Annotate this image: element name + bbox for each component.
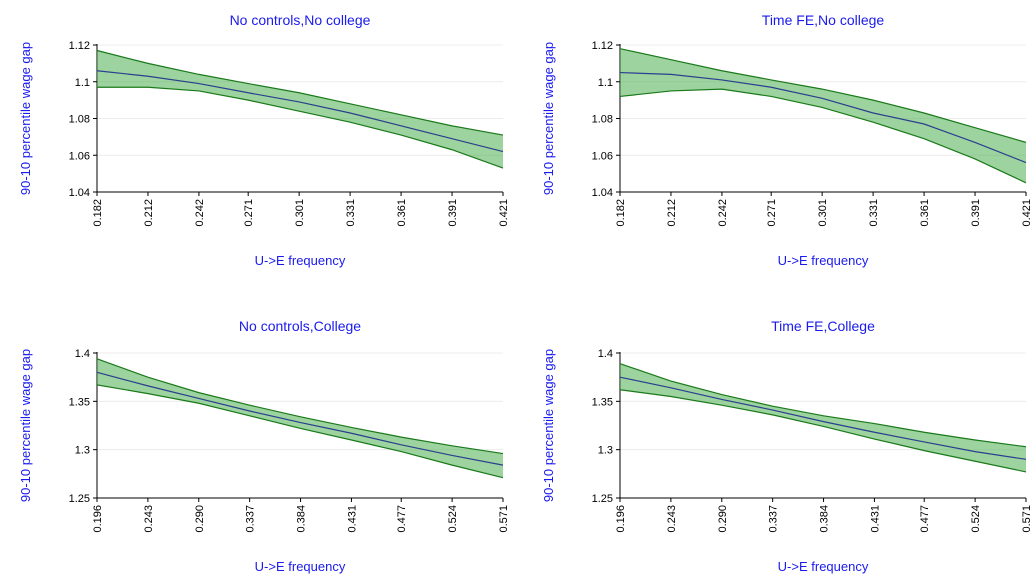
y-axis-title: 90-10 percentile wage gap bbox=[541, 349, 556, 502]
panel-title: No controls,College bbox=[239, 318, 361, 334]
x-tick-label: 0.391 bbox=[447, 199, 459, 227]
x-tick-label: 0.212 bbox=[666, 199, 678, 227]
x-tick-label: 0.331 bbox=[345, 199, 357, 227]
x-tick-label: 0.337 bbox=[245, 505, 257, 533]
y-tick-label: 1.25 bbox=[592, 493, 613, 505]
x-tick-label: 0.571 bbox=[498, 505, 510, 533]
x-tick-label: 0.384 bbox=[819, 505, 831, 533]
confidence-band bbox=[620, 48, 1026, 183]
x-tick-label: 0.421 bbox=[1021, 199, 1033, 227]
x-tick-label: 0.361 bbox=[919, 199, 931, 227]
y-tick-label: 1.06 bbox=[592, 150, 613, 162]
x-tick-label: 0.571 bbox=[1021, 505, 1033, 533]
band-lower-edge bbox=[619, 88, 1027, 184]
band-lower-edge bbox=[96, 384, 504, 479]
x-tick-label: 0.301 bbox=[817, 199, 829, 227]
estimate-line bbox=[96, 70, 504, 153]
x-tick-label: 0.301 bbox=[294, 199, 306, 227]
y-tick-label: 1.4 bbox=[598, 348, 613, 360]
panel: Time FE,College U->E frequency 90-10 perce… bbox=[541, 318, 1033, 574]
y-tick-label: 1.12 bbox=[592, 40, 613, 52]
y-tick-label: 1.04 bbox=[69, 187, 90, 199]
panel-title: Time FE,No college bbox=[762, 12, 885, 28]
x-tick-label: 0.290 bbox=[717, 505, 729, 533]
x-tick-label: 0.337 bbox=[768, 505, 780, 533]
x-tick-label: 0.361 bbox=[396, 199, 408, 227]
y-tick-label: 1.1 bbox=[598, 77, 613, 89]
x-tick-label: 0.196 bbox=[92, 505, 104, 533]
band-upper-edge bbox=[619, 363, 1027, 448]
y-tick-label: 1.4 bbox=[75, 348, 90, 360]
y-axis-title: 90-10 percentile wage gap bbox=[18, 42, 33, 195]
x-tick-label: 0.242 bbox=[194, 199, 206, 227]
y-tick-label: 1.12 bbox=[69, 40, 90, 52]
y-tick-label: 1.3 bbox=[598, 445, 613, 457]
y-tick-label: 1.08 bbox=[592, 114, 613, 126]
panel: No controls,No college U->E frequency 90-1… bbox=[18, 12, 510, 268]
panel-title: Time FE,College bbox=[771, 318, 875, 334]
y-tick-label: 1.25 bbox=[69, 493, 90, 505]
confidence-band bbox=[97, 50, 503, 169]
x-tick-label: 0.477 bbox=[919, 505, 931, 533]
x-tick-label: 0.524 bbox=[447, 505, 459, 533]
band-lower-edge bbox=[97, 86, 504, 169]
x-tick-label: 0.477 bbox=[396, 505, 408, 533]
x-tick-label: 0.242 bbox=[717, 199, 729, 227]
x-tick-label: 0.182 bbox=[92, 199, 104, 227]
y-tick-label: 1.08 bbox=[69, 114, 90, 126]
x-tick-label: 0.271 bbox=[243, 199, 255, 227]
x-axis-title: U->E frequency bbox=[255, 253, 346, 268]
y-tick-label: 1.06 bbox=[69, 150, 90, 162]
y-axis-title: 90-10 percentile wage gap bbox=[541, 42, 556, 195]
y-tick-label: 1.35 bbox=[69, 396, 90, 408]
panel-title: No controls,No college bbox=[230, 12, 371, 28]
x-tick-label: 0.290 bbox=[194, 505, 206, 533]
y-tick-label: 1.35 bbox=[592, 396, 613, 408]
x-tick-label: 0.524 bbox=[970, 505, 982, 533]
y-axis-title: 90-10 percentile wage gap bbox=[18, 349, 33, 502]
x-tick-label: 0.196 bbox=[615, 505, 627, 533]
x-tick-label: 0.391 bbox=[970, 199, 982, 227]
band-lower-edge bbox=[619, 389, 1027, 473]
x-tick-label: 0.243 bbox=[143, 505, 155, 533]
x-tick-label: 0.421 bbox=[498, 199, 510, 227]
estimate-line bbox=[96, 371, 504, 466]
panel: Time FE,No college U->E frequency 90-10 pe… bbox=[541, 12, 1033, 268]
band-upper-edge bbox=[96, 358, 504, 455]
x-tick-label: 0.384 bbox=[296, 505, 308, 533]
band-upper-edge bbox=[96, 49, 504, 136]
x-tick-label: 0.243 bbox=[666, 505, 678, 533]
x-tick-label: 0.182 bbox=[615, 199, 627, 227]
estimate-line bbox=[619, 376, 1027, 460]
x-axis-title: U->E frequency bbox=[778, 253, 869, 268]
x-tick-label: 0.431 bbox=[346, 505, 358, 533]
x-tick-label: 0.271 bbox=[766, 199, 778, 227]
x-axis-title: U->E frequency bbox=[778, 559, 869, 574]
panel: No controls,College U->E frequency 90-10 p… bbox=[18, 318, 510, 574]
x-tick-label: 0.212 bbox=[143, 199, 155, 227]
band-upper-edge bbox=[619, 48, 1027, 143]
estimate-line bbox=[619, 71, 1027, 164]
x-axis-title: U->E frequency bbox=[255, 559, 346, 574]
x-tick-label: 0.431 bbox=[869, 505, 881, 533]
y-tick-label: 1.04 bbox=[592, 187, 613, 199]
x-tick-label: 0.331 bbox=[868, 199, 880, 227]
y-tick-label: 1.3 bbox=[75, 445, 90, 457]
confidence-band bbox=[620, 363, 1026, 472]
y-tick-label: 1.1 bbox=[75, 77, 90, 89]
confidence-band bbox=[97, 358, 503, 478]
